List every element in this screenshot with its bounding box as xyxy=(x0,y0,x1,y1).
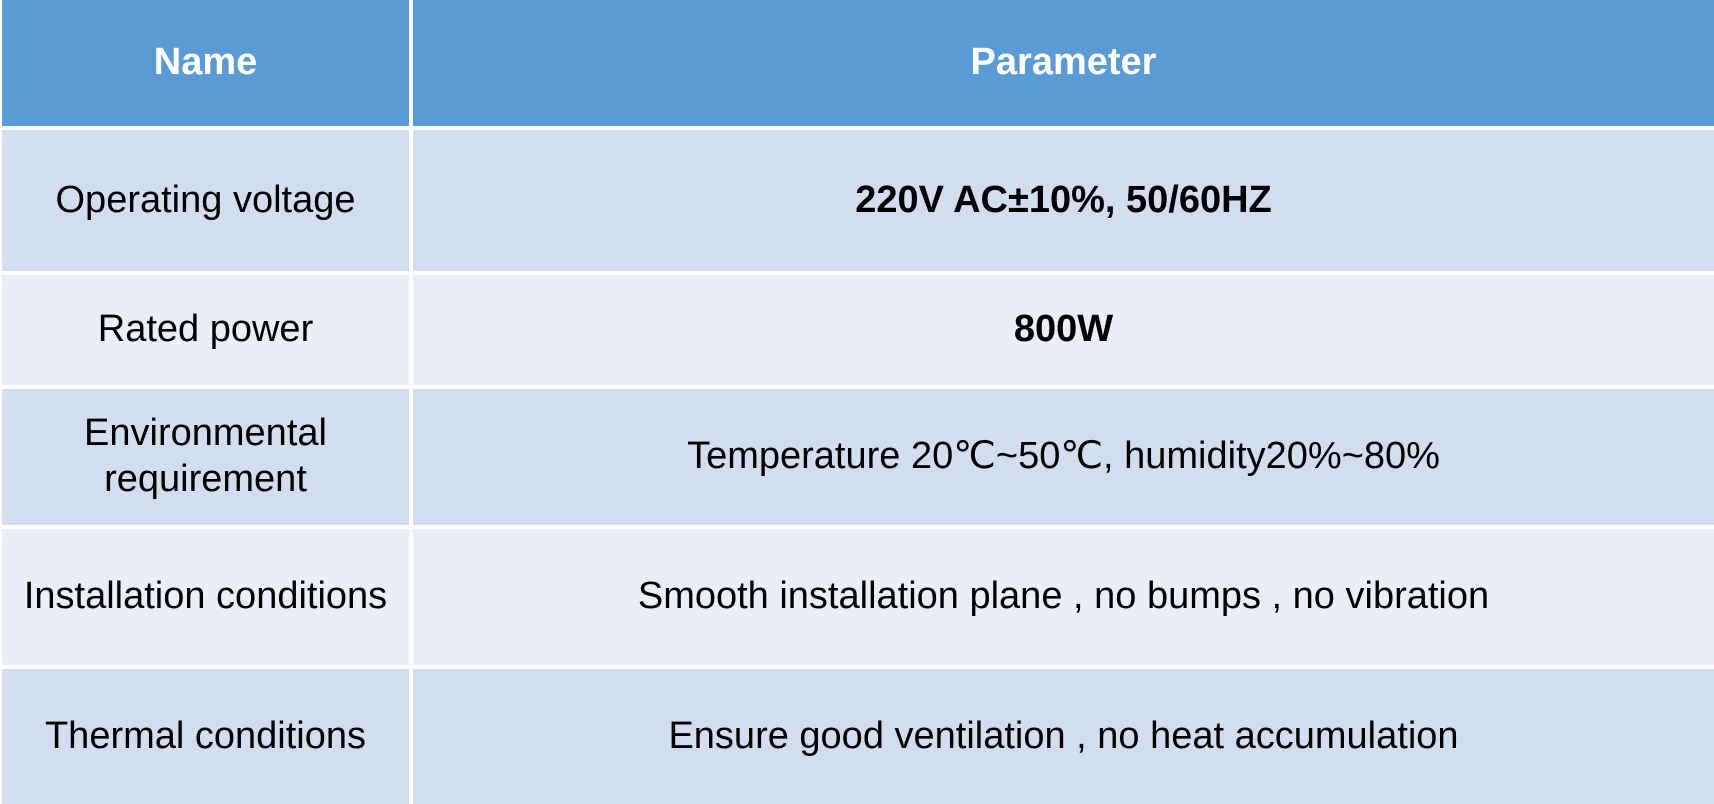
row-value-environmental-requirement: Temperature 20℃~50℃, humidity20%~80% xyxy=(413,389,1714,525)
header-parameter: Parameter xyxy=(413,0,1714,126)
header-name: Name xyxy=(2,0,409,126)
row-name-rated-power: Rated power xyxy=(2,275,409,385)
row-value-rated-power: 800W xyxy=(413,275,1714,385)
row-value-installation-conditions: Smooth installation plane , no bumps , n… xyxy=(413,529,1714,665)
row-name-environmental-requirement: Environmental requirement xyxy=(2,389,409,525)
row-value-operating-voltage: 220V AC±10%, 50/60HZ xyxy=(413,130,1714,271)
row-name-thermal-conditions: Thermal conditions xyxy=(2,669,409,804)
row-name-operating-voltage: Operating voltage xyxy=(2,130,409,271)
row-value-thermal-conditions: Ensure good ventilation , no heat accumu… xyxy=(413,669,1714,804)
row-name-installation-conditions: Installation conditions xyxy=(2,529,409,665)
